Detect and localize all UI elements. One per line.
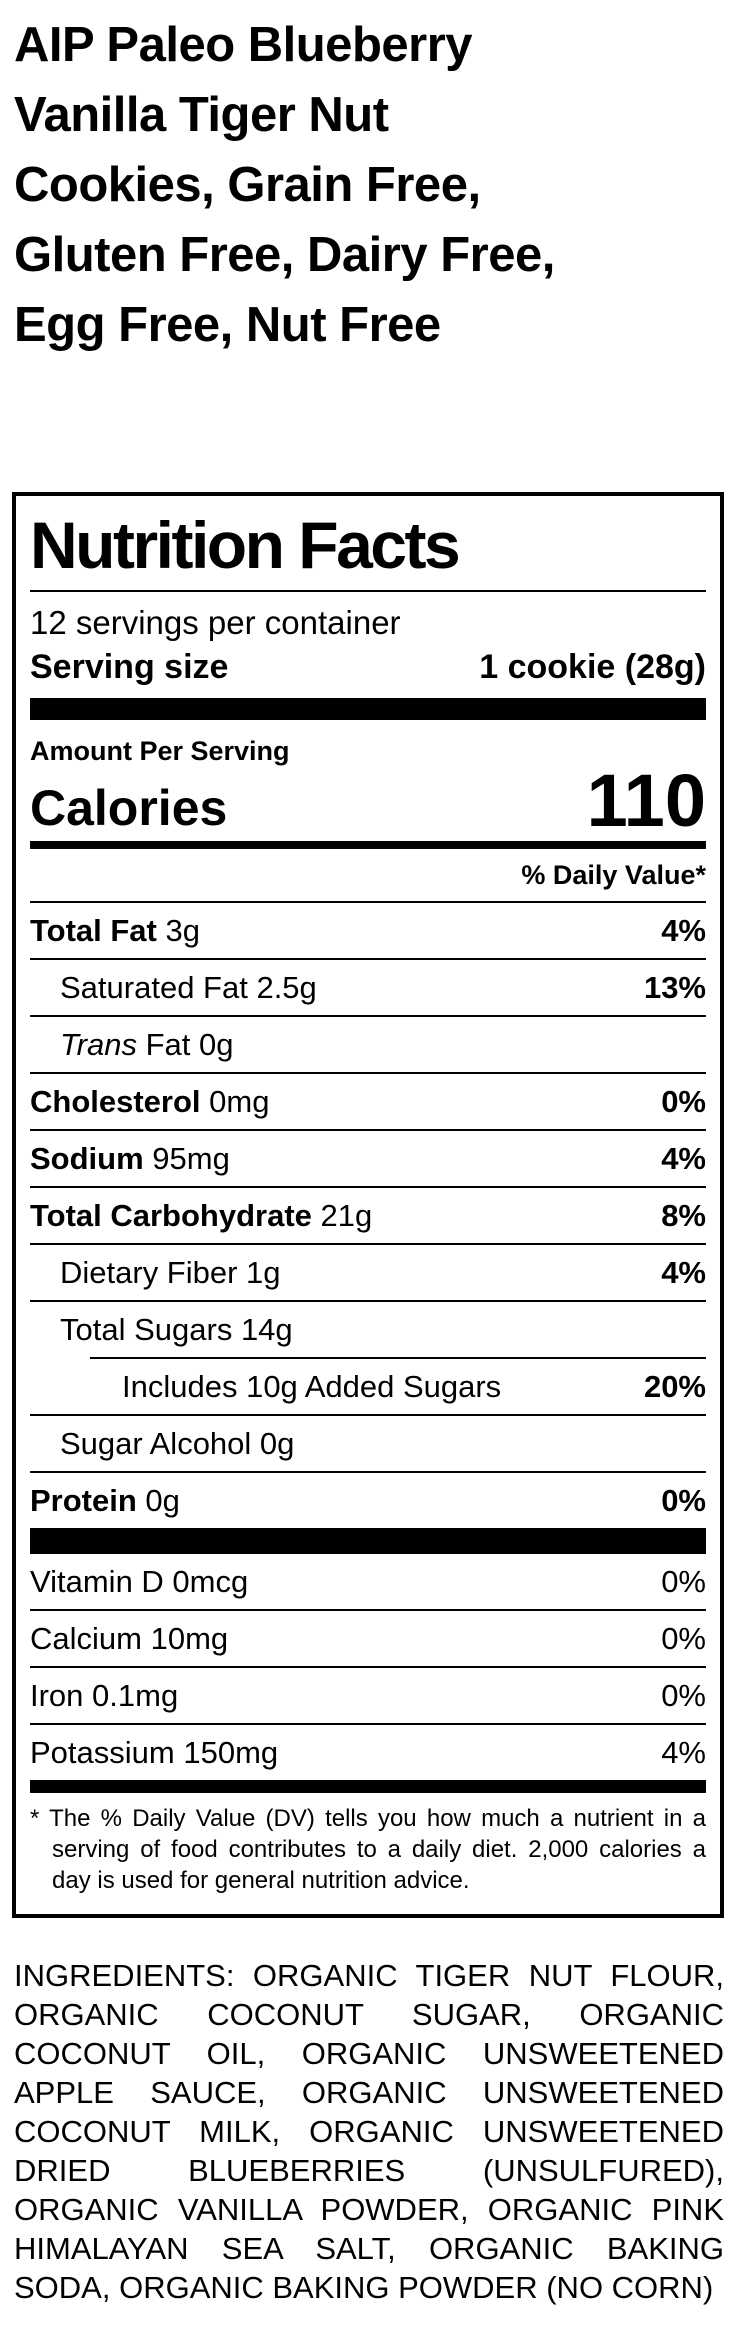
product-title-line: Vanilla Tiger Nut bbox=[14, 88, 389, 142]
nutrition-facts-heading: Nutrition Facts bbox=[30, 496, 706, 592]
nutrient-rows: Total Fat 3g 4% Saturated Fat 2.5g 13% Trans… bbox=[30, 903, 706, 1528]
nutrient-name-amount: Vitamin D 0mcg bbox=[30, 1563, 249, 1599]
nutrient-daily-value: 4% bbox=[661, 1254, 706, 1290]
calories-value: 110 bbox=[586, 759, 706, 842]
amount-per-serving-label: Amount Per Serving bbox=[30, 736, 290, 766]
nutrient-row: Total Sugars 14g bbox=[30, 1299, 706, 1357]
nutrient-name: Sugar Alcohol bbox=[60, 1425, 252, 1461]
nutrient-name: Total Sugars bbox=[60, 1311, 233, 1347]
nutrient-name-amount: Total Carbohydrate 21g bbox=[30, 1197, 373, 1233]
nutrient-name-amount: Includes 10g Added Sugars bbox=[90, 1369, 501, 1404]
nutrient-name-amount: Total Fat 3g bbox=[30, 912, 200, 948]
nutrient-daily-value: 0% bbox=[661, 1620, 706, 1656]
divider-medium-rule bbox=[30, 840, 706, 849]
nutrient-name-amount: Calcium 10mg bbox=[30, 1620, 229, 1656]
micronutrient-row: Calcium 10mg 0% bbox=[30, 1608, 706, 1666]
daily-value-header: % Daily Value* bbox=[30, 849, 706, 903]
nutrient-name: Cholesterol bbox=[30, 1083, 201, 1119]
product-title-line: AIP Paleo Blueberry bbox=[14, 18, 473, 72]
divider-thick-bar bbox=[30, 1527, 706, 1554]
nutrient-name: Saturated Fat bbox=[60, 969, 248, 1005]
serving-size-value: 1 cookie (28g) bbox=[479, 648, 706, 686]
product-title-line: Gluten Free, Dairy Free, bbox=[14, 228, 555, 282]
nutrient-name-amount: Sodium 95mg bbox=[30, 1140, 230, 1176]
nutrient-daily-value: 4% bbox=[661, 1140, 706, 1176]
nutrient-name-amount: Total Sugars 14g bbox=[60, 1311, 293, 1347]
micronutrient-row: Vitamin D 0mcg 0% bbox=[30, 1554, 706, 1609]
nutrient-daily-value: 8% bbox=[661, 1197, 706, 1233]
nutrient-name-amount: Dietary Fiber 1g bbox=[60, 1254, 281, 1290]
nutrient-name: Includes 10g Added Sugars bbox=[122, 1368, 502, 1404]
micronutrient-row: Potassium 150mg 4% bbox=[30, 1722, 706, 1780]
nutrient-row: Sugar Alcohol 0g bbox=[30, 1413, 706, 1471]
nutrient-row: Saturated Fat 2.5g 13% bbox=[30, 957, 706, 1015]
nutrient-row: Trans Fat 0g bbox=[30, 1014, 706, 1072]
nutrient-row: Total Carbohydrate 21g 8% bbox=[30, 1185, 706, 1243]
nutrient-row: Cholesterol 0mg 0% bbox=[30, 1071, 706, 1129]
nutrient-row: Sodium 95mg 4% bbox=[30, 1128, 706, 1186]
nutrient-name: Vitamin D bbox=[30, 1563, 164, 1599]
micronutrient-rows: Vitamin D 0mcg 0% Calcium 10mg 0% Iron 0.1mg… bbox=[30, 1554, 706, 1780]
nutrient-daily-value: 0% bbox=[661, 1083, 706, 1119]
ingredients-text: INGREDIENTS: ORGANIC TIGER NUT FLOUR, OR… bbox=[14, 1957, 724, 2305]
serving-size-label: Serving size bbox=[30, 648, 229, 686]
nutrient-name: Iron bbox=[30, 1677, 84, 1713]
serving-size-row: Serving size 1 cookie (28g) bbox=[30, 644, 706, 698]
nutrient-name: Trans Fat bbox=[60, 1026, 191, 1062]
nutrient-daily-value: 0% bbox=[661, 1677, 706, 1713]
nutrient-daily-value: 4% bbox=[661, 1734, 706, 1770]
nutrient-name-amount: Saturated Fat 2.5g bbox=[60, 969, 317, 1005]
nutrient-name: Total Fat bbox=[30, 912, 157, 948]
nutrient-name: Calcium bbox=[30, 1620, 142, 1656]
servings-per-container: 12 servings per container bbox=[30, 604, 401, 641]
nutrient-daily-value: 13% bbox=[643, 969, 706, 1005]
nutrient-daily-value: 20% bbox=[643, 1368, 706, 1404]
nutrient-row: Dietary Fiber 1g 4% bbox=[30, 1242, 706, 1300]
nutrition-facts-panel: Nutrition Facts 12 servings per containe… bbox=[12, 492, 724, 1918]
nutrient-row: Total Fat 3g 4% bbox=[30, 903, 706, 958]
nutrient-name-amount: Potassium 150mg bbox=[30, 1734, 279, 1770]
nutrient-name-amount: Trans Fat 0g bbox=[60, 1026, 234, 1062]
product-title: AIP Paleo Blueberry Vanilla Tiger Nut Cook… bbox=[0, 0, 660, 360]
product-title-line: Cookies, Grain Free, bbox=[14, 158, 481, 212]
nutrient-name: Dietary Fiber bbox=[60, 1254, 238, 1290]
nutrient-name: Protein bbox=[30, 1482, 137, 1518]
micronutrient-row: Iron 0.1mg 0% bbox=[30, 1665, 706, 1723]
nutrient-name: Potassium bbox=[30, 1734, 175, 1770]
nutrient-name-amount: Cholesterol 0mg bbox=[30, 1083, 270, 1119]
divider-thick-bar bbox=[30, 698, 706, 720]
nutrient-name: Sodium bbox=[30, 1140, 144, 1176]
nutrient-name-amount: Sugar Alcohol 0g bbox=[60, 1425, 295, 1461]
calories-row: Calories 110 bbox=[30, 759, 706, 842]
nutrient-row: Includes 10g Added Sugars 20% bbox=[90, 1356, 706, 1414]
nutrient-name-amount: Protein 0g bbox=[30, 1482, 180, 1518]
calories-label: Calories bbox=[30, 780, 228, 837]
nutrient-row: Protein 0g 0% bbox=[30, 1470, 706, 1528]
daily-value-footnote: * The % Daily Value (DV) tells you how m… bbox=[30, 1804, 706, 1894]
divider-thick-bar bbox=[30, 1779, 706, 1793]
product-title-line: Egg Free, Nut Free bbox=[14, 298, 441, 352]
nutrient-daily-value: 4% bbox=[661, 912, 706, 948]
nutrient-name: Total Carbohydrate bbox=[30, 1197, 312, 1233]
nutrient-daily-value: 0% bbox=[661, 1482, 706, 1518]
nutrient-daily-value: 0% bbox=[661, 1563, 706, 1599]
nutrient-name-amount: Iron 0.1mg bbox=[30, 1677, 179, 1713]
